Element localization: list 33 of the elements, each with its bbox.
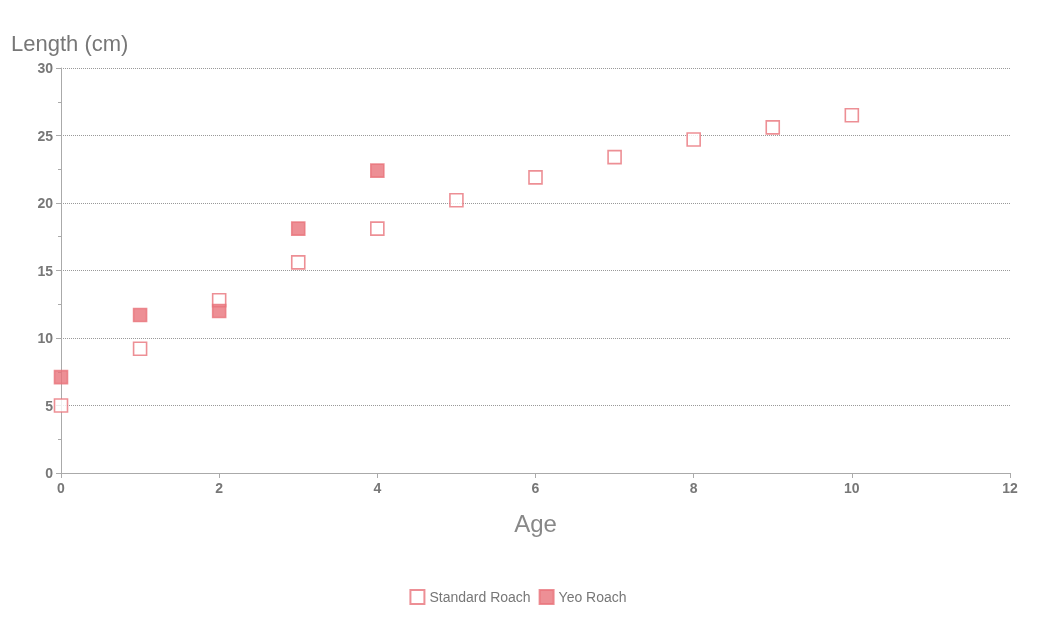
point [290, 255, 306, 270]
point [53, 398, 69, 413]
point [844, 107, 860, 123]
y-tick-label: 0 [45, 465, 54, 481]
x-tick-label: 0 [57, 480, 66, 496]
point [53, 369, 69, 385]
point [686, 132, 701, 147]
y-tick-label: 15 [37, 262, 54, 279]
y-tick-label: 20 [37, 195, 54, 211]
legend-label: Standard Roach [429, 589, 531, 605]
point [607, 149, 622, 165]
x-tick-label: 6 [531, 480, 540, 496]
x-tick-label: 4 [373, 480, 382, 496]
point [370, 163, 385, 178]
x-tick-label: 8 [689, 480, 698, 496]
point [132, 341, 148, 357]
point [290, 221, 306, 236]
point [132, 307, 148, 323]
x-tick-label: 12 [1002, 480, 1018, 496]
point [449, 193, 464, 208]
point [765, 120, 781, 135]
legend-label: Yeo Roach [558, 589, 627, 605]
point [370, 221, 385, 236]
y-tick-label: 10 [37, 330, 54, 346]
y-tick-label: 30 [37, 60, 54, 76]
x-tick-label: 2 [215, 480, 224, 496]
x-axis-title: Age [514, 509, 557, 537]
y-tick-label: 25 [37, 127, 54, 144]
point [211, 303, 227, 319]
y-tick-label: 5 [45, 397, 54, 414]
x-tick-label: 10 [844, 480, 860, 496]
y-axis-title: Length (cm) [11, 30, 129, 56]
point [528, 170, 543, 185]
